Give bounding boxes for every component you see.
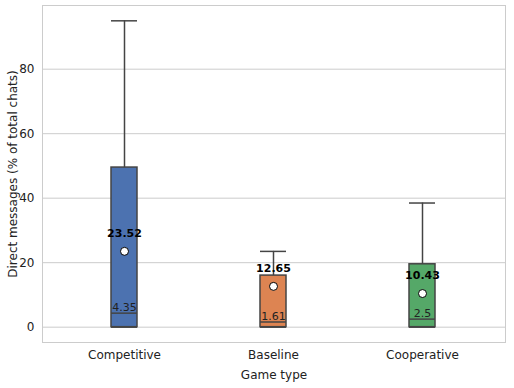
svg-text:23.52: 23.52 <box>107 227 142 240</box>
svg-text:1.61: 1.61 <box>261 310 286 323</box>
svg-text:60: 60 <box>19 127 34 141</box>
svg-text:Competitive: Competitive <box>88 348 161 362</box>
svg-text:Baseline: Baseline <box>248 348 299 362</box>
svg-text:0: 0 <box>27 320 35 334</box>
svg-text:2.5: 2.5 <box>414 307 432 320</box>
svg-text:80: 80 <box>19 62 34 76</box>
svg-text:20: 20 <box>19 256 34 270</box>
svg-text:Direct messages (% of total ch: Direct messages (% of total chats) <box>6 70 20 277</box>
svg-text:Game type: Game type <box>241 368 307 382</box>
svg-text:12.65: 12.65 <box>256 262 291 275</box>
svg-text:40: 40 <box>19 191 34 205</box>
svg-text:10.43: 10.43 <box>405 269 440 282</box>
svg-text:Cooperative: Cooperative <box>386 348 459 362</box>
svg-text:4.35: 4.35 <box>112 301 137 314</box>
